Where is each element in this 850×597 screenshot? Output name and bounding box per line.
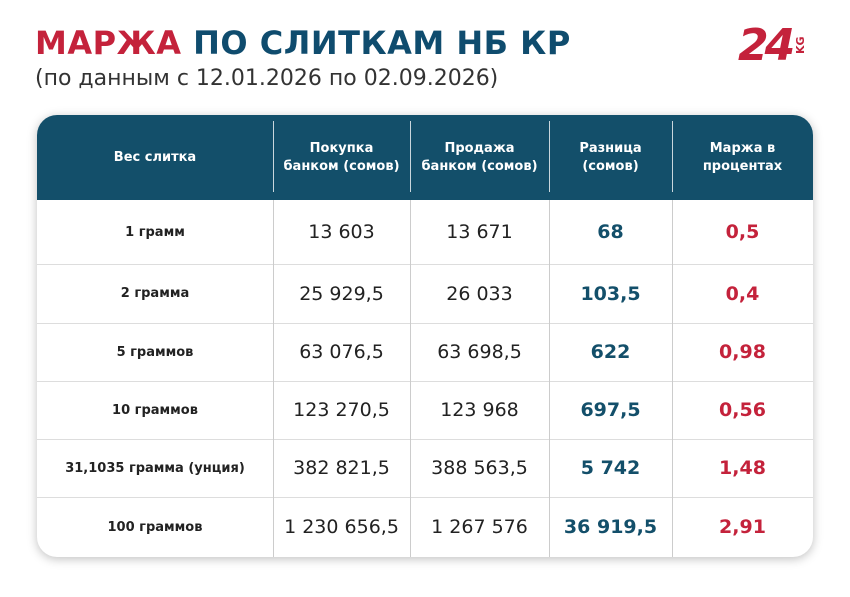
column-header: Разница (сомов) (579, 140, 642, 174)
column-separator (672, 200, 673, 557)
row-separator (37, 439, 813, 440)
table-cell: 36 919,5 (563, 516, 658, 538)
header-separator (672, 121, 673, 192)
table: Вес слитка Покупка банком (сомов) Продажа … (37, 115, 813, 557)
table-cell: 0,5 (725, 221, 760, 243)
table-cell: 382 821,5 (293, 457, 390, 479)
column-separator (273, 200, 274, 557)
row-separator (37, 323, 813, 324)
column-header: Покупка банком (сомов) (283, 140, 400, 174)
table-cell: 26 033 (446, 282, 513, 305)
table-cell: 622 (590, 341, 631, 363)
table-cell: 388 563,5 (431, 457, 528, 479)
title-rest: ПО СЛИТКАМ НБ КР (193, 24, 571, 62)
table-cell: 0,98 (719, 341, 766, 363)
table-cell: 63 076,5 (299, 341, 384, 363)
title-accent: МАРЖА (35, 24, 182, 62)
table-cell: 697,5 (580, 399, 641, 421)
table-cell: 68 (597, 221, 624, 243)
table-cell: 1 230 656,5 (284, 516, 399, 538)
table-cell: 0,4 (725, 282, 760, 305)
row-separator (37, 264, 813, 265)
logo-suffix: KG (794, 36, 807, 54)
header-separator (549, 121, 550, 192)
table-cell: 123 968 (440, 399, 519, 421)
table-cell: 123 270,5 (293, 399, 390, 421)
table-cell: 10 граммов (112, 402, 198, 418)
table-cell: 5 742 (580, 457, 641, 479)
column-separator (410, 200, 411, 557)
column-separator (549, 200, 550, 557)
table-cell: 31,1035 грамма (унция) (65, 460, 245, 476)
table-cell: 5 граммов (116, 344, 194, 360)
table-cell: 63 698,5 (437, 341, 522, 363)
row-separator (37, 381, 813, 382)
row-separator (37, 497, 813, 498)
table-cell: 1 грамм (125, 224, 185, 240)
column-header: Маржа в процентах (702, 140, 783, 174)
column-header: Вес слитка (113, 149, 197, 165)
table-cell: 2 грамма (120, 286, 190, 301)
table-cell: 1,48 (719, 457, 766, 479)
subtitle: (по данным с 12.01.2026 по 02.09.2026) (35, 66, 499, 91)
title: МАРЖА ПО СЛИТКАМ НБ КР (35, 24, 571, 62)
table-cell: 2,91 (719, 516, 766, 538)
header-separator (273, 121, 274, 192)
header-separator (410, 121, 411, 192)
table-cell: 25 929,5 (299, 282, 384, 305)
table-cell: 1 267 576 (431, 516, 528, 538)
table-cell: 103,5 (580, 282, 641, 305)
table-cell: 13 603 (308, 221, 375, 243)
logo: 24 KG (738, 20, 818, 71)
table-cell: 13 671 (446, 221, 513, 243)
table-cell: 0,56 (719, 399, 766, 421)
logo-main: 24 (738, 20, 795, 71)
table-cell: 100 граммов (107, 519, 203, 535)
table-header (37, 115, 813, 200)
column-header: Продажа банком (сомов) (421, 140, 538, 174)
